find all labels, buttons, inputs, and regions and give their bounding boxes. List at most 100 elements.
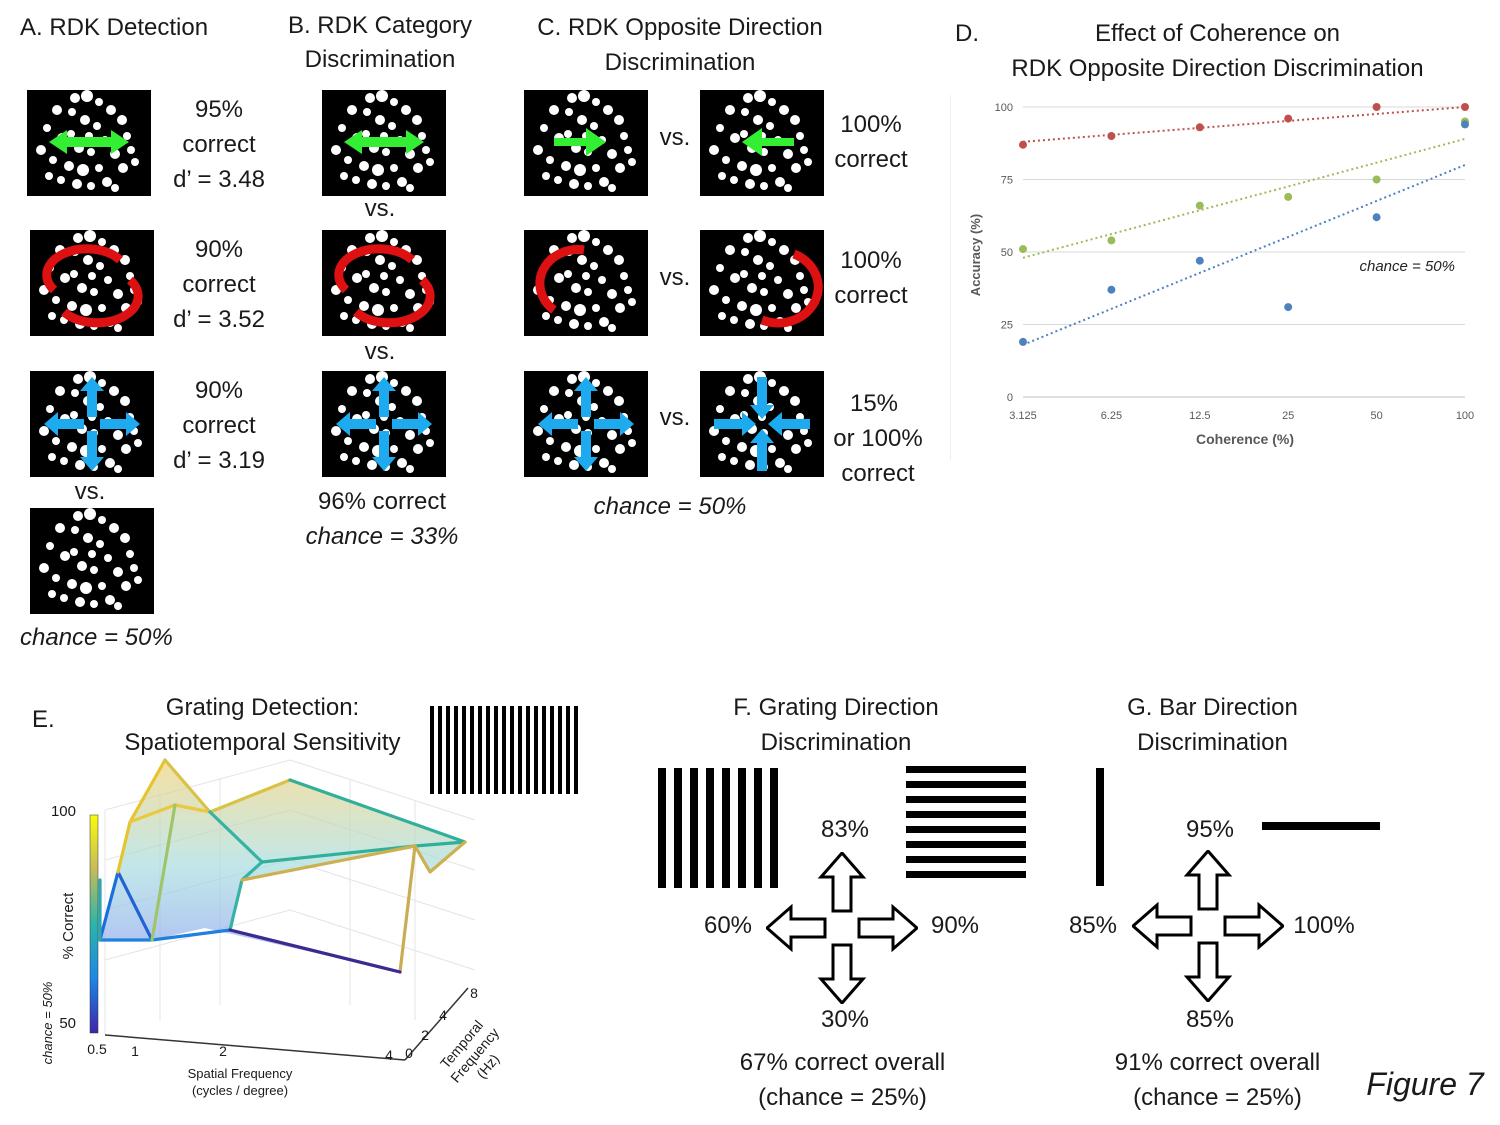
panel-a-r2-d: d’ = 3.52 — [173, 306, 265, 333]
panel-a-r3-pct: 90% — [194, 377, 244, 404]
figure-label: Figure 7 — [1366, 1066, 1484, 1102]
bar-direction-arrows-icon — [1132, 850, 1284, 1002]
rdk-category-rotation — [322, 230, 446, 336]
sf-tick-2: 2 — [219, 1043, 227, 1059]
sf-tick-3: 4 — [385, 1047, 393, 1063]
panel-b-chance: chance = 33% — [305, 523, 459, 550]
panel-c-title-2: Discrimination — [604, 49, 756, 76]
chart-point — [1019, 337, 1027, 346]
sf-tick-0: 0.5 — [87, 1041, 107, 1057]
panel-f-title-1: F. Grating Direction — [733, 694, 939, 721]
rdk-category-translation — [322, 90, 446, 196]
chart-x-tick-label: 100 — [1456, 410, 1474, 422]
panel-g-left: 85% — [1068, 912, 1118, 939]
chart-x-tick-label: 50 — [1370, 410, 1382, 422]
chart-point — [1284, 303, 1293, 312]
panel-c-title-1: C. RDK Opposite Direction — [537, 14, 823, 41]
panel-b-vs-2: vs. — [364, 338, 396, 365]
panel-g-down: 85% — [1185, 1006, 1235, 1033]
chart-point — [1372, 213, 1381, 222]
vertical-grating-stimulus — [658, 768, 780, 888]
panel-b-title-1: B. RDK Category — [287, 12, 473, 39]
direction-arrows-icon — [766, 852, 918, 1004]
panel-c-r3-c: correct — [841, 460, 915, 487]
rdk-ccw-stimulus — [524, 230, 648, 336]
panel-c-r2-a: 100% — [840, 247, 902, 274]
panel-g-right: 100% — [1293, 912, 1355, 939]
chart-point — [1461, 120, 1469, 129]
rdk-right-stimulus — [524, 90, 648, 196]
chart-y-tick-label: 75 — [1001, 175, 1013, 187]
panel-e-title-2: Spatiotemporal Sensitivity — [124, 729, 401, 756]
sf-tick-1: 1 — [131, 1043, 139, 1059]
sf-axis-label-2: (cycles / degree) — [191, 1083, 289, 1098]
tf-tick-2: 4 — [439, 1007, 447, 1023]
panel-f-down: 30% — [820, 1006, 870, 1033]
vertical-bar-stimulus — [1096, 768, 1104, 886]
panel-b-vs-1: vs. — [364, 195, 396, 222]
chart-y-tick-label: 50 — [1001, 247, 1013, 259]
panel-c-r1-b: correct — [834, 146, 908, 173]
horizontal-bar-stimulus — [1262, 822, 1380, 830]
chart-point — [1195, 256, 1204, 265]
panel-a-r1-word: correct — [182, 131, 256, 158]
panel-f-title-2: Discrimination — [760, 729, 912, 756]
horizontal-grating-stimulus — [906, 766, 1026, 886]
panel-a-r2-pct: 90% — [194, 236, 244, 263]
panel-a-chance: chance = 50% — [20, 624, 173, 651]
rdk-stimulus-rotation — [30, 230, 154, 336]
chart-point — [1461, 103, 1469, 111]
rdk-expand-stimulus — [524, 371, 648, 477]
panel-e-label: E. — [32, 706, 55, 733]
chart-point — [1107, 236, 1116, 245]
panel-c-vs-2: vs. — [659, 264, 691, 291]
panel-f-overall: 67% correct overall — [739, 1049, 946, 1076]
chart-point — [1107, 132, 1116, 140]
rdk-stimulus-noise — [30, 508, 154, 614]
chart-point — [1195, 123, 1204, 132]
colorbar-min-label: 50 — [59, 1015, 76, 1032]
chart-x-tick-label: 12.5 — [1189, 410, 1210, 422]
chart-trendline-0 — [1022, 106, 1466, 143]
panel-a-r3-d: d’ = 3.19 — [173, 447, 265, 474]
panel-d-label: D. — [955, 20, 979, 47]
panel-a-vs: vs. — [74, 478, 106, 505]
panel-c-r3-b: or 100% — [833, 425, 923, 452]
panel-e-title-1: Grating Detection: — [165, 694, 360, 721]
tf-tick-0: 0 — [405, 1045, 413, 1061]
vertical-grating-icon — [430, 706, 582, 794]
chart-y-tick-label: 25 — [1001, 320, 1013, 332]
chart-point — [1195, 201, 1204, 210]
tf-tick-3: 8 — [470, 985, 478, 1001]
chart-x-label: Coherence (%) — [1196, 431, 1294, 447]
spatiotemporal-surface-plot — [89, 758, 476, 1061]
panel-f-left: 60% — [703, 912, 753, 939]
coherence-accuracy-chart: 0 25 50 75 100 3.125 6.25 12.5 25 50 100 Coherence… — [950, 95, 1474, 460]
surface-chance-label: chance = 50% — [40, 981, 55, 1065]
panel-a-r1-d: d’ = 3.48 — [173, 166, 265, 193]
chart-x-tick-label: 25 — [1282, 410, 1294, 422]
chart-trendline-2 — [1022, 164, 1466, 346]
panel-a-title: A. RDK Detection — [20, 14, 209, 41]
panel-b-title-2: Discrimination — [304, 46, 456, 73]
panel-f-up: 83% — [820, 816, 870, 843]
panel-c-r3-a: 15% — [849, 390, 899, 417]
rdk-left-stimulus — [700, 90, 824, 196]
panel-g-title-2: Discrimination — [1137, 729, 1288, 756]
panel-a-r1-pct: 95% — [194, 96, 244, 123]
chart-point — [1372, 103, 1381, 111]
chart-x-tick-label: 3.125 — [1009, 410, 1037, 422]
panel-a-r2-word: correct — [182, 271, 256, 298]
panel-f-right: 90% — [930, 912, 980, 939]
rdk-stimulus-expansion — [30, 371, 154, 477]
panel-b-result: 96% correct — [317, 488, 447, 515]
panel-a-r3-word: correct — [182, 412, 256, 439]
rdk-category-expansion — [322, 371, 446, 477]
sf-axis-label-1: Spatial Frequency — [187, 1066, 293, 1081]
rdk-stimulus-translation — [27, 90, 151, 196]
rdk-contract-stimulus — [700, 371, 824, 477]
chart-point — [1019, 140, 1027, 149]
panel-c-chance: chance = 50% — [593, 493, 747, 520]
chart-chance-label: chance = 50% — [1360, 258, 1456, 275]
panel-c-r2-b: correct — [834, 282, 908, 309]
